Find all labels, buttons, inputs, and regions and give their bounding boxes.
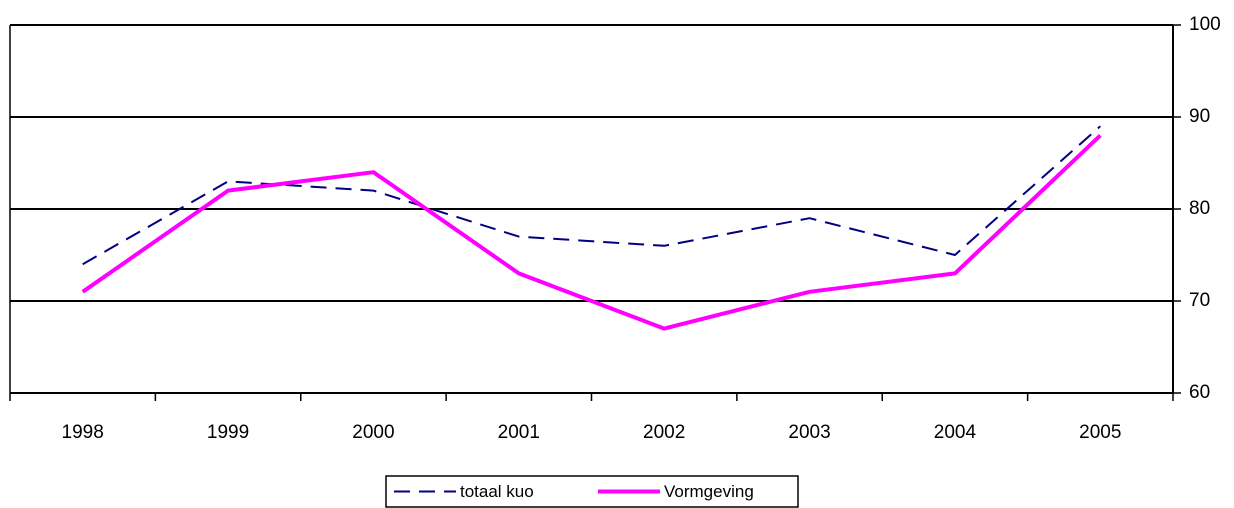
y-tick-label: 60 <box>1189 382 1210 403</box>
series-line <box>81 133 1102 331</box>
x-tick-label: 2001 <box>498 422 540 443</box>
y-tick-label: 100 <box>1189 14 1221 35</box>
y-tick-label: 80 <box>1189 198 1210 219</box>
legend-label: totaal kuo <box>460 482 534 501</box>
x-tick-label: 2004 <box>934 422 977 443</box>
y-tick-label: 90 <box>1189 106 1210 127</box>
x-tick-label: 2000 <box>352 422 394 443</box>
y-tick-label: 70 <box>1189 290 1210 311</box>
x-tick-label: 2005 <box>1079 422 1121 443</box>
legend-label: Vormgeving <box>664 482 754 501</box>
x-tick-label: 1999 <box>207 422 249 443</box>
x-tick-label: 2003 <box>788 422 830 443</box>
series-line <box>82 125 1101 266</box>
x-tick-label: 2002 <box>643 422 685 443</box>
x-tick-label: 1998 <box>62 422 104 443</box>
